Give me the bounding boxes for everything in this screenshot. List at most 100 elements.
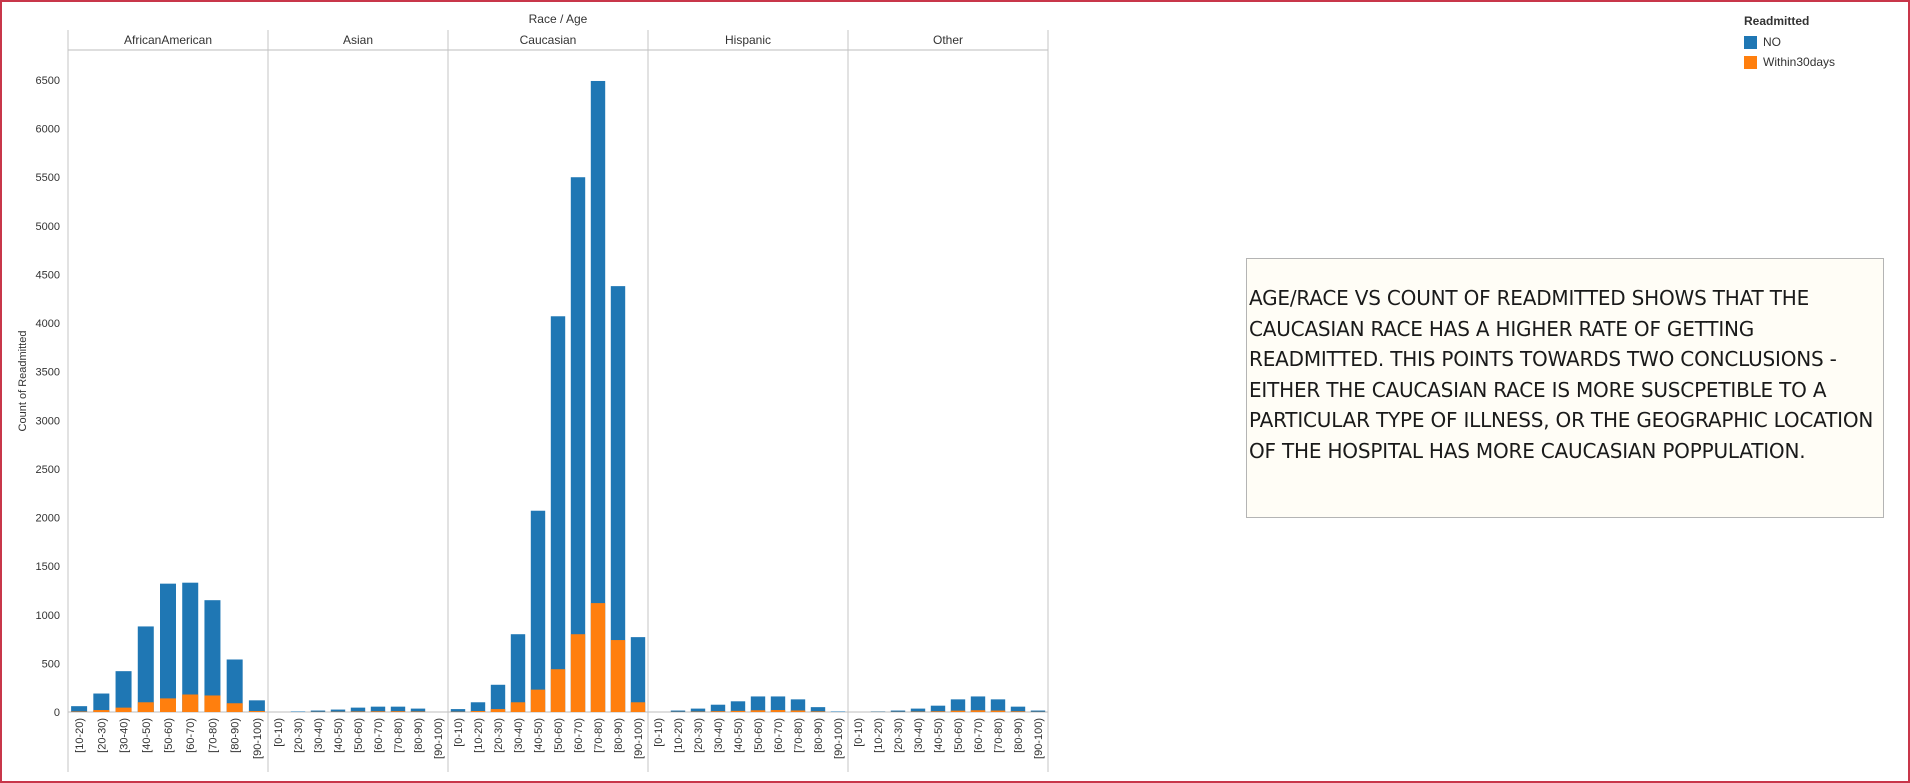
x-tick-label: [10-20): [873, 718, 885, 753]
bar-no-asian: [391, 707, 405, 712]
x-tick-label: [0-10): [853, 718, 865, 747]
x-tick-label: [20-30): [493, 718, 505, 753]
y-tick-label: 2500: [36, 464, 60, 476]
bar-no-caucasian: [451, 709, 465, 712]
legend-item-within30days[interactable]: Within30days: [1744, 52, 1835, 72]
y-tick-label: 4500: [36, 269, 60, 281]
bar-within30days-caucasian: [571, 634, 585, 712]
bar-within30days-hispanic: [731, 711, 745, 712]
bar-no-africanamerican: [138, 626, 154, 712]
x-tick-label: [80-90): [1013, 718, 1025, 753]
x-tick-label: [80-90): [413, 718, 425, 753]
bar-within30days-other: [951, 711, 965, 712]
y-tick-label: 3000: [36, 415, 60, 427]
bar-within30days-hispanic: [751, 710, 765, 712]
bar-within30days-hispanic: [791, 710, 805, 712]
x-tick-label: [0-10): [653, 718, 665, 747]
x-tick-label: [30-40): [313, 718, 325, 753]
bar-no-hispanic: [791, 699, 805, 712]
bar-within30days-caucasian: [511, 702, 525, 712]
y-tick-label: 6500: [36, 75, 60, 87]
panel-header-hispanic: Hispanic: [725, 33, 771, 47]
y-tick-label: 6000: [36, 124, 60, 136]
x-tick-label: [30-40): [513, 718, 525, 753]
bar-no-asian: [371, 707, 385, 712]
x-tick-label: [70-80): [793, 718, 805, 753]
bar-within30days-other: [971, 710, 985, 712]
x-tick-label: [90-100): [433, 718, 445, 759]
panel-header-caucasian: Caucasian: [520, 33, 577, 47]
legend-item-no[interactable]: NO: [1744, 32, 1835, 52]
x-tick-label: [90-100): [833, 718, 845, 759]
bar-within30days-asian: [371, 711, 385, 712]
x-tick-label: [50-60): [163, 718, 175, 753]
y-tick-label: 3500: [36, 367, 60, 379]
bar-no-caucasian: [511, 634, 525, 712]
bar-no-caucasian: [471, 702, 485, 712]
x-tick-label: [50-60): [353, 718, 365, 753]
bar-no-caucasian: [531, 511, 545, 712]
legend-title: Readmitted: [1744, 14, 1835, 28]
x-tick-label: [60-70): [373, 718, 385, 753]
bar-no-hispanic: [671, 711, 685, 712]
bar-within30days-other: [1011, 711, 1025, 712]
bar-within30days-africanamerican: [182, 694, 198, 712]
legend-label-within30days: Within30days: [1763, 55, 1835, 69]
bar-no-other: [1031, 711, 1045, 712]
bar-within30days-other: [991, 711, 1005, 712]
x-tick-label: [70-80): [393, 718, 405, 753]
bar-no-africanamerican: [249, 700, 265, 712]
bar-no-other: [891, 711, 905, 712]
x-tick-label: [60-70): [185, 718, 197, 753]
x-tick-label: [50-60): [953, 718, 965, 753]
y-axis-label: Count of Readmitted: [17, 331, 29, 432]
x-tick-label: [10-20): [673, 718, 685, 753]
bar-within30days-caucasian: [531, 690, 545, 712]
bar-no-africanamerican: [182, 583, 198, 712]
x-tick-label: [90-100): [252, 718, 264, 759]
bar-no-hispanic: [811, 707, 825, 712]
bar-within30days-africanamerican: [204, 695, 220, 712]
bar-within30days-caucasian: [591, 603, 605, 712]
bar-within30days-africanamerican: [249, 711, 265, 712]
x-tick-label: [40-50): [933, 718, 945, 753]
bar-no-caucasian: [551, 316, 565, 712]
panel-header-africanamerican: AfricanAmerican: [124, 33, 212, 47]
bar-within30days-africanamerican: [160, 698, 176, 712]
x-tick-label: [60-70): [973, 718, 985, 753]
bar-no-hispanic: [691, 709, 705, 712]
bar-within30days-africanamerican: [138, 702, 154, 712]
bar-no-hispanic: [771, 696, 785, 712]
x-tick-label: [0-10): [273, 718, 285, 747]
x-tick-label: [10-20): [74, 718, 86, 753]
bar-within30days-africanamerican: [227, 703, 243, 712]
bar-within30days-caucasian: [491, 709, 505, 712]
bar-no-hispanic: [751, 696, 765, 712]
y-tick-label: 1500: [36, 561, 60, 573]
x-tick-label: [50-60): [553, 718, 565, 753]
x-tick-label: [40-50): [733, 718, 745, 753]
x-tick-label: [80-90): [230, 718, 242, 753]
bar-no-africanamerican: [116, 671, 132, 712]
x-tick-label: [70-80): [207, 718, 219, 753]
bar-no-caucasian: [571, 177, 585, 712]
x-tick-label: [10-20): [473, 718, 485, 753]
annotation-box: AGE/RACE VS COUNT OF READMITTED SHOWS TH…: [1246, 258, 1884, 518]
bar-within30days-africanamerican: [116, 708, 132, 712]
bar-within30days-caucasian: [611, 640, 625, 712]
y-tick-label: 4000: [36, 318, 60, 330]
bar-no-asian: [411, 709, 425, 712]
y-tick-label: 500: [42, 658, 60, 670]
panel-header-asian: Asian: [343, 33, 373, 47]
bar-no-caucasian: [631, 637, 645, 712]
bar-no-asian: [351, 708, 365, 712]
x-tick-label: [20-30): [293, 718, 305, 753]
x-tick-label: [70-80): [593, 718, 605, 753]
x-tick-label: [50-60): [753, 718, 765, 753]
y-tick-label: 0: [54, 707, 60, 719]
panel-header-other: Other: [933, 33, 963, 47]
chart-title: Race / Age: [529, 12, 588, 26]
bar-no-other: [991, 699, 1005, 712]
bar-within30days-hispanic: [711, 711, 725, 712]
bar-within30days-africanamerican: [93, 710, 109, 712]
